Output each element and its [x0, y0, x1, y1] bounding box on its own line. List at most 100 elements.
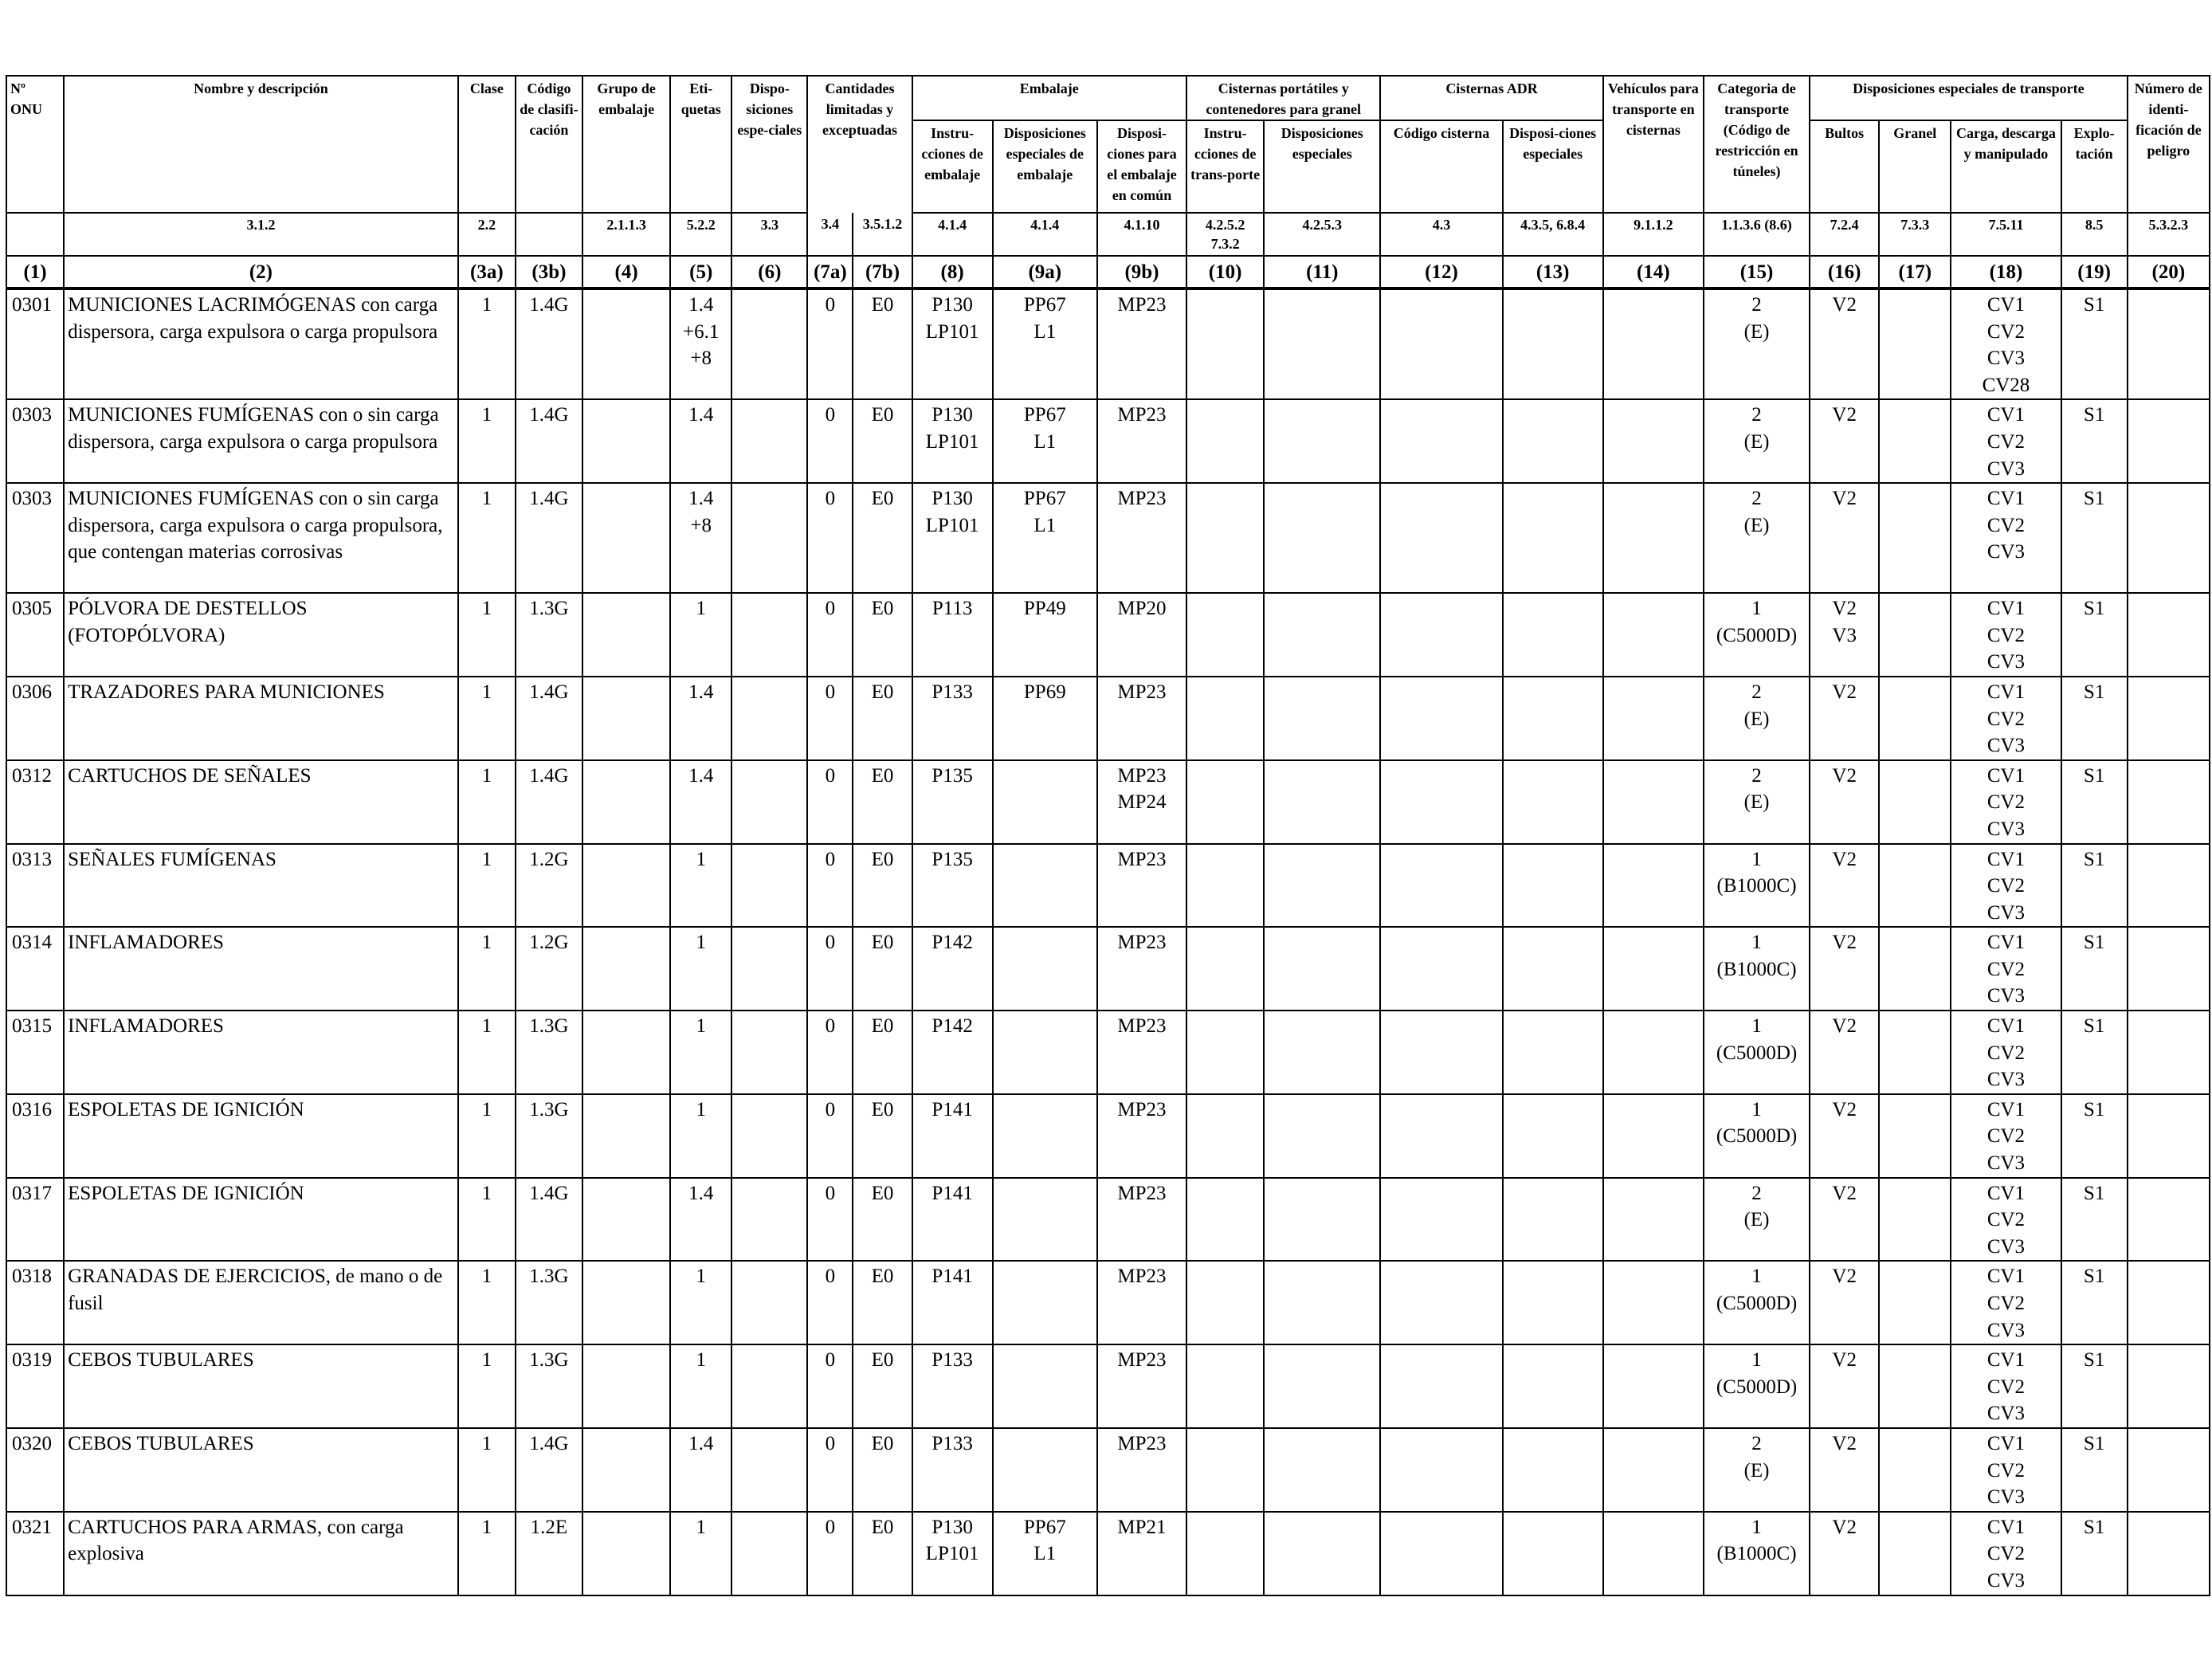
cell-etiquetas-line: 1.4	[688, 404, 714, 426]
cell-carga-line: CV1	[1986, 598, 2026, 620]
cell-embalaje-comun: MP23	[1096, 1093, 1188, 1179]
table-header: Nº ONU Nombre y descripción Clase Código…	[5, 75, 2211, 290]
cell-disposiciones-embalaje-line: PP67	[1023, 294, 1066, 316]
cell-onu: 0318	[5, 1260, 65, 1346]
cell-grupo	[581, 287, 672, 401]
cell-granel	[1878, 842, 1952, 928]
cell-carga: CV1 CV2 CV3	[1950, 1176, 2062, 1262]
cell-numero-peligro	[2126, 287, 2211, 401]
cell-embalaje-comun-line: MP23	[1117, 764, 1167, 787]
cell-grupo	[581, 482, 672, 595]
cell-instrucciones-embalaje: P133	[911, 1427, 994, 1513]
cell-disposiciones-embalaje	[991, 1093, 1098, 1179]
cell-numero-peligro	[2126, 1427, 2211, 1513]
cell-carga-line: CV2	[1986, 624, 2026, 646]
cell-embalaje-comun-line: MP24	[1117, 791, 1167, 814]
cell-numero-peligro	[2126, 482, 2211, 595]
cell-numero-peligro	[2126, 842, 2211, 928]
cell-numero-peligro	[2126, 1176, 2211, 1262]
table-row: 0317 ESPOLETAS DE IGNICIÓN 1 1.4G 1.4 0 E0 P141…	[5, 1176, 2211, 1262]
table-row: 0303 MUNICIONES FUMÍGENAS con o sin carga…	[5, 398, 2211, 485]
cell-embalaje-comun-line: MP21	[1117, 1516, 1167, 1538]
column-number: (3b)	[514, 255, 584, 290]
cell-disposiciones	[731, 926, 809, 1012]
cell-carga: CV1 CV2 CV3	[1950, 398, 2062, 485]
cell-granel	[1878, 1010, 1952, 1095]
cell-cantidad-exceptuada: E0	[852, 1093, 913, 1179]
cell-categoria: 1 (C5000D)	[1702, 1260, 1811, 1346]
cell-explotacion: S1	[2060, 1010, 2128, 1095]
cell-granel	[1878, 1093, 1952, 1179]
cell-disposiciones	[731, 759, 809, 845]
cell-clase: 1	[457, 1344, 516, 1429]
cell-vehiculos	[1602, 398, 1704, 485]
cell-carga: CV1 CV2 CV3	[1950, 1010, 2062, 1095]
cell-cantidad-exceptuada: E0	[852, 482, 913, 595]
cell-bultos: V2	[1809, 1010, 1881, 1095]
cell-vehiculos	[1602, 287, 1704, 401]
cell-onu: 0316	[5, 1093, 65, 1179]
cell-adr-disposiciones	[1501, 1344, 1604, 1429]
cell-codigo: 1.3G	[514, 1093, 584, 1179]
cell-explotacion: S1	[2060, 1427, 2128, 1513]
cell-adr-disposiciones	[1501, 1093, 1604, 1179]
table-row: 0305 PÓLVORA DE DESTELLOS (FOTOPÓLVORA) 1 1…	[5, 592, 2211, 677]
cell-carga-line: CV2	[1986, 791, 2026, 814]
cell-categoria: 2 (E)	[1702, 1176, 1811, 1262]
cell-name: CARTUCHOS PARA ARMAS, con carga explosiv…	[63, 1510, 459, 1596]
cell-carga-line: CV2	[1986, 1459, 2026, 1482]
cell-etiquetas-line: +8	[690, 514, 712, 536]
header-grupo: Grupo de embalaje	[581, 75, 672, 214]
cell-instrucciones-embalaje: P141	[911, 1093, 994, 1179]
cell-carga: CV1 CV2 CV3	[1950, 1260, 2062, 1346]
cell-cp-disposiciones	[1263, 1093, 1382, 1179]
table-row: 0314 INFLAMADORES 1 1.2G 1 0 E0 P142 MP23 1 (B1000…	[5, 926, 2211, 1012]
table-row: 0306 TRAZADORES PARA MUNICIONES 1 1.4G 1.4 0 E…	[5, 675, 2211, 761]
cell-instrucciones-embalaje-line: P130	[931, 1516, 973, 1538]
cell-codigo: 1.4G	[514, 1427, 584, 1513]
cell-etiquetas-line: 1.4	[688, 1182, 714, 1204]
cell-disposiciones	[731, 1176, 809, 1262]
cell-cp-disposiciones	[1263, 482, 1382, 595]
cell-embalaje-comun: MP23	[1096, 675, 1188, 761]
cell-adr-disposiciones	[1501, 926, 1604, 1012]
header-disposiciones-embalaje: Disposiciones especiales de embalaje	[991, 120, 1098, 214]
cell-grupo	[581, 1260, 672, 1346]
cell-instrucciones-embalaje-line: LP101	[925, 1543, 979, 1565]
cell-disposiciones-embalaje	[991, 1260, 1098, 1346]
cell-etiquetas-line: 1	[696, 1266, 706, 1288]
cell-clase: 1	[457, 675, 516, 761]
cell-carga-line: CV1	[1986, 681, 2026, 703]
cell-codigo-cisterna	[1379, 675, 1504, 761]
cell-adr-disposiciones	[1501, 759, 1604, 845]
table-body: 0301 MUNICIONES LACRIMÓGENAS con carga di…	[5, 287, 2211, 1596]
cell-explotacion: S1	[2060, 1260, 2128, 1346]
cell-codigo: 1.3G	[514, 1344, 584, 1429]
cell-cantidad-limitada: 0	[806, 1010, 854, 1095]
header-codigo-cisterna: Código cisterna	[1379, 120, 1504, 214]
cell-name: INFLAMADORES	[63, 926, 459, 1012]
cell-embalaje-comun-line: MP23	[1117, 681, 1167, 703]
cell-cantidad-limitada: 0	[806, 1510, 854, 1596]
cell-codigo: 1.3G	[514, 1260, 584, 1346]
cell-bultos-line: V2	[1832, 488, 1857, 510]
cell-codigo: 1.4G	[514, 759, 584, 845]
cell-vehiculos	[1602, 1427, 1704, 1513]
cell-cantidad-exceptuada: E0	[852, 1260, 913, 1346]
cell-onu: 0315	[5, 1010, 65, 1095]
cell-carga-line: CV3	[1986, 1569, 2026, 1591]
cell-disposiciones-embalaje: PP49	[991, 592, 1098, 677]
cell-categoria-line: 1	[1751, 1266, 1762, 1288]
ref-carga: 7.5.11	[1950, 213, 2062, 257]
cell-embalaje-comun-line: MP23	[1117, 1015, 1167, 1038]
cell-cantidad-exceptuada: E0	[852, 1344, 913, 1429]
cell-cp-disposiciones	[1263, 1427, 1382, 1513]
cell-adr-disposiciones	[1501, 287, 1604, 401]
cell-instrucciones-embalaje: P142	[911, 1010, 994, 1095]
column-number: (2)	[63, 255, 459, 290]
cell-bultos: V2	[1809, 398, 1881, 485]
cell-onu: 0305	[5, 592, 65, 677]
cell-onu: 0306	[5, 675, 65, 761]
cell-categoria: 2 (E)	[1702, 287, 1811, 401]
cell-carga-line: CV3	[1986, 651, 2026, 673]
